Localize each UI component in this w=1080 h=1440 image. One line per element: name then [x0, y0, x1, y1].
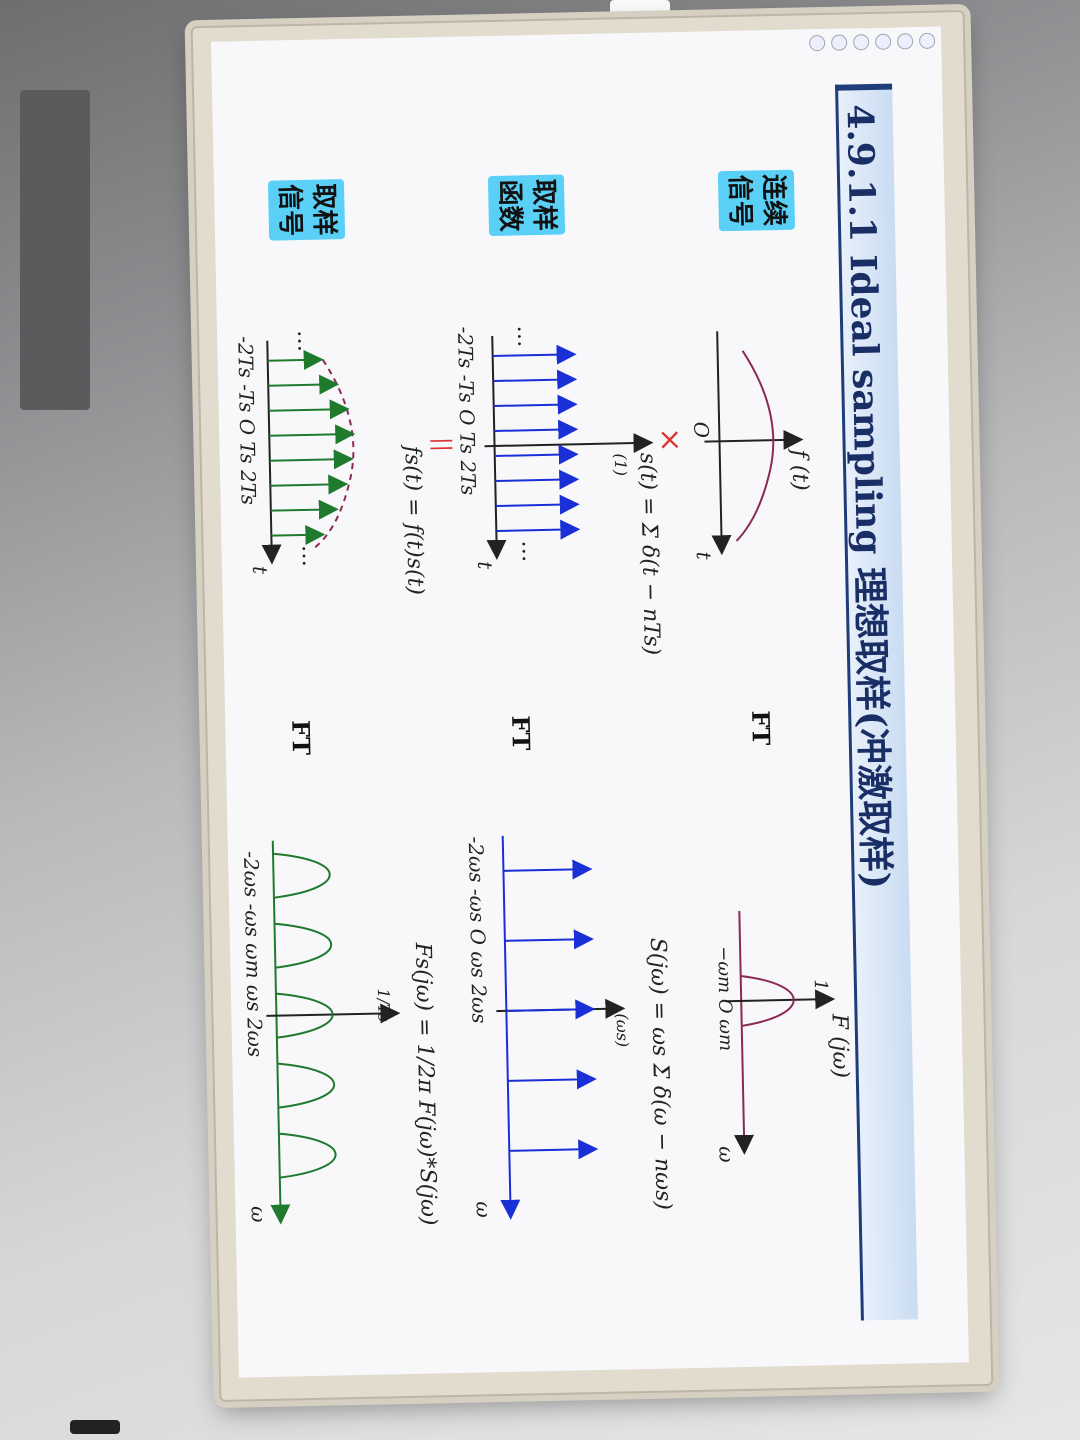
spectrum-replica-0 [272, 852, 331, 899]
label-Fjw: F (jω) [826, 1013, 853, 1079]
impulse-5 [495, 469, 580, 490]
dots-left-row3: … [292, 329, 318, 353]
slide: 4.9.1.1 Ideal sampling 理想取样(冲激取样) 连续信号 取… [211, 26, 969, 1378]
sample-7 [271, 524, 326, 545]
sample-0 [267, 349, 324, 370]
ft-arrow-row1: FT [746, 710, 776, 746]
impulse-6 [495, 494, 580, 515]
formula-fs-t: fs(t) = f(t)s(t) [399, 445, 428, 596]
freq-impulse-4 [509, 1139, 599, 1160]
label-freq-impulse-weight: (ωs) [612, 1013, 633, 1048]
spectrum-replica-1 [274, 922, 333, 969]
dots-right-row2: … [516, 540, 542, 563]
label-t-row1: t [691, 551, 716, 560]
label-origin-row1: O [689, 421, 714, 439]
impulse-train-plot [484, 335, 654, 560]
impulse-1 [493, 369, 578, 390]
multiply-sign: × [652, 426, 688, 453]
ceiling-panel [20, 90, 90, 410]
tv-screen-frame: 4.9.1.1 Ideal sampling 理想取样(冲激取样) 连续信号 取… [190, 10, 994, 1402]
label-freq-peak: 1/Ts [373, 988, 394, 1022]
formula-s-t: s(t) = Σ δ(t − nTs) [634, 452, 664, 656]
spectrum-replica-4 [278, 1132, 337, 1179]
label-w-row1: ω [714, 1146, 739, 1163]
label-impulse-weight: (1) [610, 453, 631, 477]
impulse-3 [494, 419, 579, 440]
spectrum-replica-2 [275, 992, 334, 1039]
ft-arrow-row3: FT [286, 719, 316, 756]
freq-impulse-2 [506, 999, 596, 1020]
sample-5 [270, 474, 349, 495]
st-axis-row2 [484, 433, 654, 454]
spectrum-replica-3 [277, 1062, 336, 1109]
sampling-diagram [261, 331, 836, 1225]
label-t-row3: t [247, 565, 273, 575]
sample-4 [269, 449, 354, 470]
impulse-4 [494, 444, 579, 465]
ticks-freq-row2: -2ωs -ωs O ωs 2ωs [463, 836, 492, 1024]
label-w-row3: ω [246, 1205, 271, 1223]
tv-display: 4.9.1.1 Ideal sampling 理想取样(冲激取样) 连续信号 取… [211, 26, 969, 1378]
w-axis-row2 [500, 835, 521, 1220]
sample-6 [270, 499, 339, 520]
spectrum-curve [740, 974, 795, 1027]
dots-left-row2: … [512, 325, 538, 348]
ticks-row2: -2Ts -Ts O Ts 2Ts [453, 326, 481, 496]
freq-impulse-1 [504, 929, 594, 950]
sample-3 [269, 424, 356, 445]
w-axis-row1 [734, 910, 755, 1155]
sampled-spectrum-plot [266, 840, 401, 1225]
sample-2 [268, 399, 350, 420]
freq-impulse-0 [503, 859, 593, 880]
label-w-row2: ω [471, 1201, 496, 1218]
label-wm-ticks: −ωm O ωm [713, 946, 737, 1052]
ft-axis-row1 [704, 429, 804, 450]
ticks-freq-row3: -2ωs -ωs ωm ωs 2ωs [238, 850, 268, 1058]
sampled-signal-plot [261, 340, 356, 565]
t-axis-row3 [261, 340, 282, 565]
label-t-row2: t [472, 560, 498, 570]
continuous-signal-plot [704, 331, 804, 556]
label-ft: f (t) [786, 449, 813, 492]
w-axis-row3 [270, 840, 291, 1225]
impulse-0 [492, 344, 577, 365]
wall-speaker [70, 1420, 120, 1434]
ft-arrow-row2: FT [506, 715, 536, 751]
sample-1 [268, 374, 340, 395]
envelope-curve [311, 359, 355, 551]
impulse-7 [496, 519, 581, 540]
Fsw-axis-row3 [266, 1003, 401, 1024]
continuous-spectrum-plot [726, 910, 836, 1155]
equals-sign: || [429, 436, 455, 453]
ticks-row3: -2Ts -Ts O Ts 2Ts [233, 335, 261, 506]
impulse-2 [493, 394, 578, 415]
freq-impulse-train-plot [496, 835, 626, 1220]
label-peak-1: 1 [809, 979, 832, 991]
freq-impulse-3 [507, 1069, 597, 1090]
Fw-axis-row1 [726, 989, 836, 1010]
continuous-curve [735, 350, 775, 542]
dots-right-row3: … [296, 544, 323, 568]
